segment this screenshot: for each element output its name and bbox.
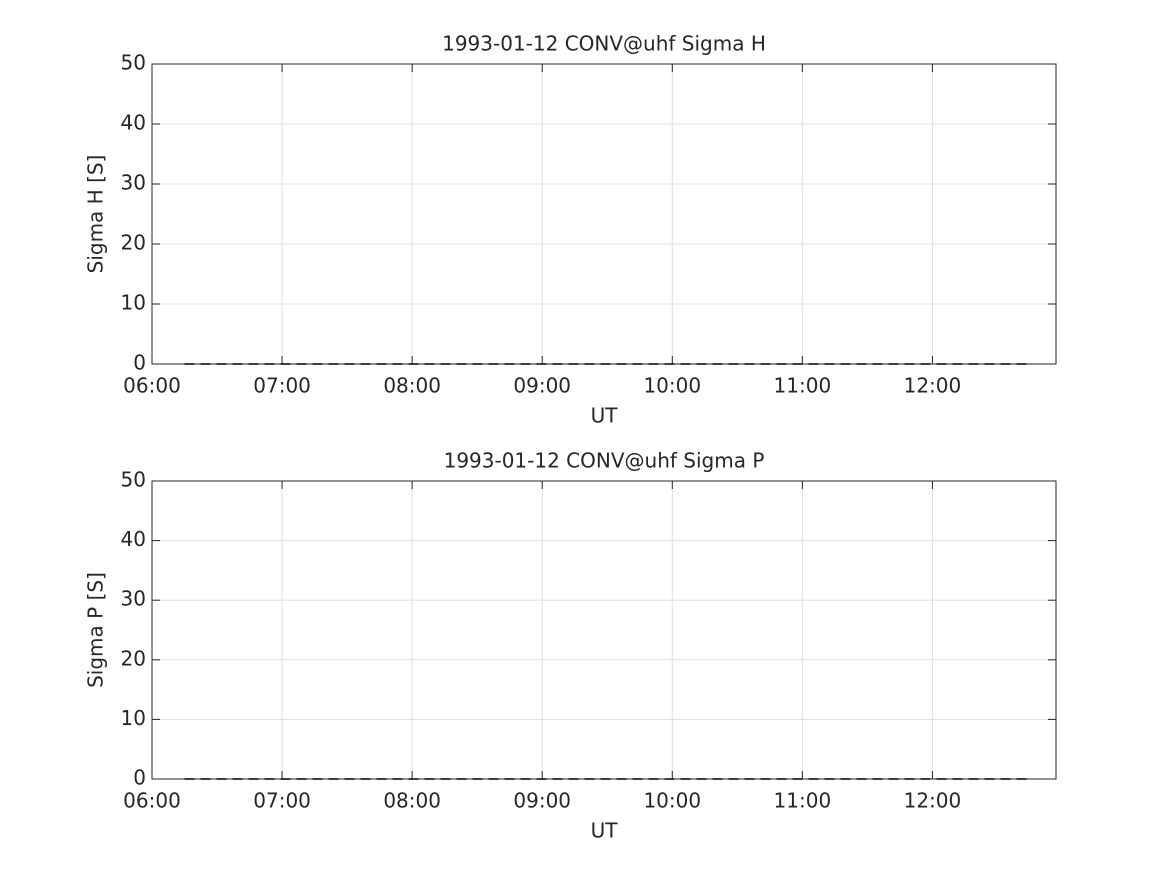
x-tick-label: 12:00	[904, 374, 962, 398]
y-tick-label: 30	[121, 171, 146, 195]
x-tick-label: 06:00	[123, 374, 181, 398]
y-tick-label: 30	[121, 587, 146, 611]
y-tick-label: 20	[121, 646, 146, 670]
x-tick-label: 09:00	[513, 789, 571, 813]
y-tick-label: 40	[121, 111, 146, 135]
y-tick-label: 10	[121, 706, 146, 730]
x-tick-label: 08:00	[383, 374, 441, 398]
x-tick-label: 07:00	[253, 789, 311, 813]
y-axis-label: Sigma P [S]	[84, 572, 108, 688]
y-axis-label: Sigma H [S]	[84, 155, 108, 274]
x-axis-label: UT	[591, 819, 619, 843]
plot-area	[152, 481, 1056, 779]
chart-title: 1993-01-12 CONV@uhf Sigma H	[442, 32, 766, 56]
x-tick-label: 11:00	[774, 789, 832, 813]
x-tick-label: 07:00	[253, 374, 311, 398]
x-tick-label: 06:00	[123, 789, 181, 813]
y-tick-label: 0	[133, 766, 146, 790]
x-tick-label: 10:00	[643, 374, 701, 398]
y-tick-label: 0	[133, 351, 146, 375]
x-tick-label: 11:00	[774, 374, 832, 398]
y-tick-label: 50	[121, 468, 146, 492]
plot-area	[152, 64, 1056, 364]
chart-title: 1993-01-12 CONV@uhf Sigma P	[444, 449, 765, 473]
x-tick-label: 12:00	[904, 789, 962, 813]
x-tick-label: 08:00	[383, 789, 441, 813]
x-tick-label: 09:00	[513, 374, 571, 398]
y-tick-label: 40	[121, 527, 146, 551]
y-tick-label: 20	[121, 231, 146, 255]
y-tick-label: 50	[121, 51, 146, 75]
x-tick-label: 10:00	[643, 789, 701, 813]
y-tick-label: 10	[121, 291, 146, 315]
x-axis-label: UT	[591, 404, 619, 428]
